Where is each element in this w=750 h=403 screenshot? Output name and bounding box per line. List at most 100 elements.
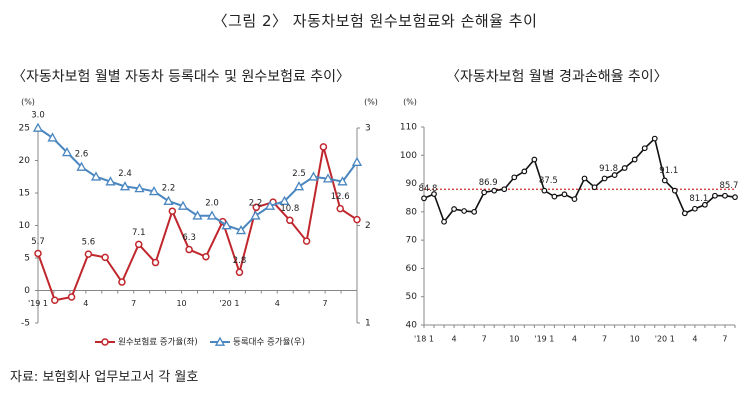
premium-data-label: 2.8 <box>233 256 247 266</box>
registration-growth-point <box>134 183 145 193</box>
loss-y-tick-label: 100 <box>400 151 417 161</box>
registration-growth-point <box>177 200 189 210</box>
loss-ratio-point <box>681 210 688 217</box>
loss-ratio-data-label: 86.9 <box>479 178 498 188</box>
left-unit-label: (%) <box>21 98 35 107</box>
premium-growth-point <box>185 245 193 254</box>
loss-ratio-point <box>521 168 528 175</box>
loss-ratio-point <box>531 156 538 163</box>
left-y-tick-label: -5 <box>21 319 30 329</box>
premium-data-label: 10.8 <box>280 204 299 214</box>
right-y-tick-label: 3 <box>365 124 371 134</box>
loss-ratio-point <box>451 206 457 212</box>
loss-x-tick-label: 10 <box>509 335 519 344</box>
registration-growth-point <box>192 210 203 220</box>
loss-ratio-point <box>691 205 698 212</box>
loss-y-tick-label: 50 <box>406 292 418 302</box>
loss-x-tick-label: 7 <box>602 335 607 344</box>
registration-growth-point <box>105 176 116 186</box>
loss-ratio-point <box>732 194 738 201</box>
registration-growth-point <box>47 132 58 142</box>
legend-premium-marker <box>101 338 109 346</box>
loss-y-tick-label: 80 <box>406 207 418 217</box>
loss-y-tick-label: 110 <box>400 123 417 133</box>
registration-growth-point <box>90 171 102 181</box>
loss-ratio-point <box>722 192 728 199</box>
loss-y-tick-label: 90 <box>406 179 418 189</box>
x-tick-label: 7 <box>323 299 328 308</box>
registration-growth-point <box>148 186 160 196</box>
registration-growth-point <box>76 161 87 171</box>
premium-growth-point <box>168 207 177 215</box>
premium-data-label: 5.7 <box>31 237 45 247</box>
registration-growth-point <box>61 147 73 157</box>
premium-data-label: 12.6 <box>331 192 350 202</box>
premium-growth-point <box>34 249 42 258</box>
loss-x-tick-label: '19 1 <box>534 335 554 344</box>
registration-growth-point <box>206 210 218 220</box>
premium-growth-point <box>101 253 109 262</box>
x-tick-label: 7 <box>131 299 136 308</box>
loss-x-tick-label: 4 <box>692 335 697 344</box>
left-chart-title: 〈자동차보험 월별 자동차 등록대수 및 원수보험료 추이〉 <box>12 69 351 85</box>
left-y-tick-label: 20 <box>19 156 31 166</box>
premium-data-label: 7.1 <box>132 228 146 238</box>
premium-growth-point <box>302 237 311 245</box>
loss-ratio-point <box>541 187 548 194</box>
loss-x-tick-label: 7 <box>482 335 487 344</box>
right-chart-title: 〈자동차보험 월별 경과손해율 추이〉 <box>446 69 668 85</box>
left-y-tick-label: 25 <box>19 124 30 134</box>
loss-ratio-point <box>712 192 718 199</box>
loss-ratio-data-label: 85.7 <box>719 181 738 191</box>
loss-y-tick-label: 40 <box>406 321 418 331</box>
registration-data-label: 2.2 <box>162 184 176 194</box>
registration-growth-point <box>119 181 131 191</box>
premium-growth-point <box>286 216 294 225</box>
loss-ratio-data-label: 84.8 <box>419 184 438 194</box>
loss-ratio-point <box>561 191 568 198</box>
right-unit-label: (%) <box>364 98 378 107</box>
loss-ratio-line <box>423 137 736 224</box>
left-y-tick-label: 15 <box>19 189 30 199</box>
premium-growth-point <box>118 278 126 286</box>
loss-ratio-point <box>651 135 658 142</box>
x-tick-label: 4 <box>83 299 88 308</box>
x-tick-label: 4 <box>275 299 280 308</box>
loss-ratio-data-label: 81.1 <box>689 194 708 204</box>
x-tick-label: 10 <box>176 299 186 308</box>
loss-x-tick-label: 4 <box>572 335 577 344</box>
loss-ratio-point <box>601 175 608 182</box>
left-y-tick-label: 0 <box>24 286 30 296</box>
premium-growth-point <box>353 215 361 224</box>
loss-ratio-point <box>491 187 498 194</box>
registration-growth-point <box>337 176 348 186</box>
premium-growth-point <box>134 240 143 249</box>
loss-ratio-data-label: 87.5 <box>539 176 558 186</box>
figure-title: 〈그림 2〉 자동차보험 원수보험료와 손해율 추이 <box>212 12 538 30</box>
registration-data-label: 3.0 <box>31 111 45 121</box>
loss-y-tick-label: 60 <box>406 264 418 274</box>
loss-y-tick-label: 70 <box>406 236 418 246</box>
loss-ratio-point <box>471 208 478 215</box>
left-y-tick-label: 10 <box>19 221 31 231</box>
premium-growth-point <box>67 293 76 301</box>
registration-growth-point <box>293 181 305 191</box>
loss-ratio-point <box>611 172 618 178</box>
x-tick-label: '20 1 <box>219 299 239 308</box>
registration-data-label: 2.5 <box>292 169 306 179</box>
left-y-tick-label: 5 <box>24 254 30 264</box>
loss-ratio-point <box>591 184 598 191</box>
loss-ratio-point <box>501 186 508 193</box>
registration-data-label: 2.4 <box>118 169 132 179</box>
loss-ratio-point <box>621 165 628 171</box>
loss-ratio-point <box>571 196 578 203</box>
premium-growth-point <box>84 250 93 258</box>
premium-growth-point <box>252 203 261 212</box>
premium-data-label: 5.6 <box>82 238 96 248</box>
loss-ratio-point <box>511 174 518 181</box>
premium-growth-point <box>319 143 328 151</box>
registration-growth-point <box>264 200 276 210</box>
loss-ratio-point <box>631 156 638 163</box>
registration-growth-point <box>250 210 261 220</box>
